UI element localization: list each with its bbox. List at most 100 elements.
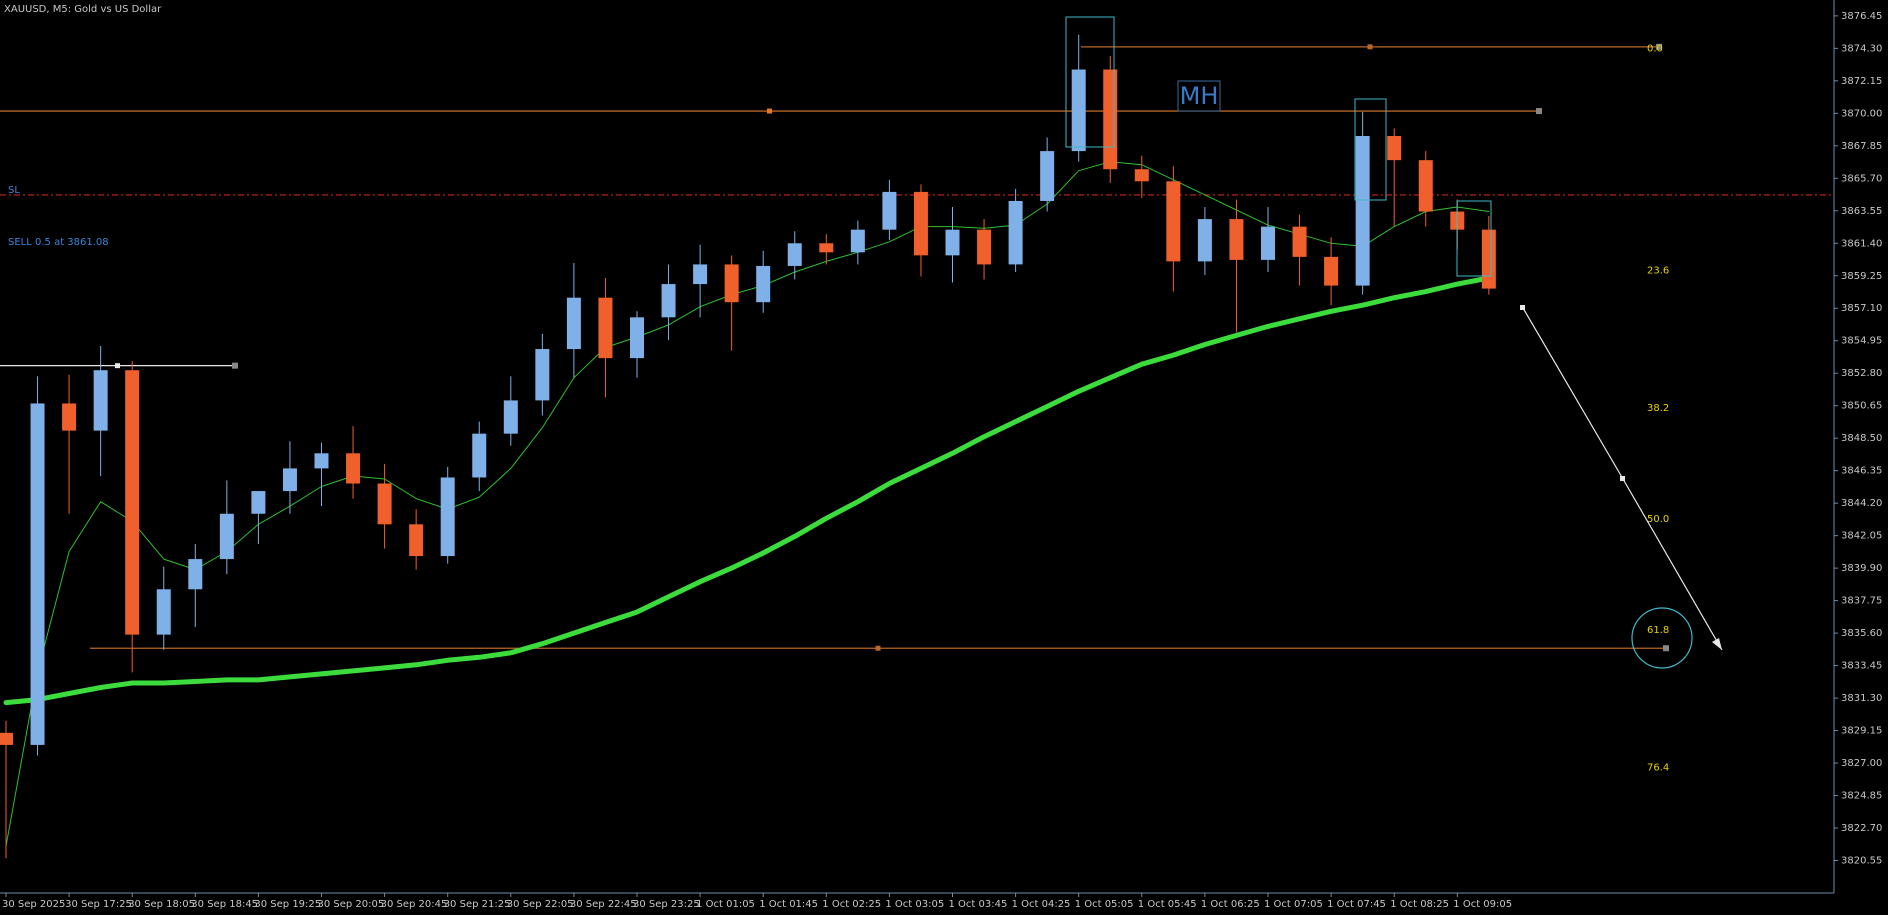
y-tick-label: 3835.60 — [1841, 628, 1882, 639]
x-tick-label: 30 Sep 18:45 — [191, 899, 258, 910]
level-handle — [232, 362, 238, 369]
level-handle — [875, 645, 881, 651]
pattern-box — [1354, 98, 1387, 201]
y-tick-label: 3848.50 — [1841, 433, 1882, 444]
y-tick-label: 3874.30 — [1841, 43, 1882, 54]
x-tick-label: 1 Oct 02:25 — [822, 899, 881, 910]
candle-body — [440, 477, 455, 557]
y-tick-label: 3837.75 — [1841, 596, 1882, 607]
x-tick-label: 1 Oct 03:05 — [885, 899, 944, 910]
pattern-box — [1456, 200, 1492, 277]
candle-body — [756, 265, 771, 303]
y-tick-label: 3863.55 — [1841, 206, 1882, 217]
x-tick-label: 1 Oct 04:25 — [1012, 899, 1071, 910]
level-handle — [1536, 108, 1542, 115]
y-tick-label: 3865.70 — [1841, 173, 1882, 184]
y-tick-label: 3844.20 — [1841, 498, 1882, 509]
x-tick-label: 1 Oct 01:05 — [696, 899, 755, 910]
level-handle — [1367, 44, 1373, 50]
y-tick-label: 3827.00 — [1841, 758, 1882, 769]
y-tick-label: 3842.05 — [1841, 531, 1882, 542]
x-tick-label: 1 Oct 07:05 — [1264, 899, 1323, 910]
y-tick-label: 3872.15 — [1841, 76, 1882, 87]
label-box — [1177, 80, 1221, 112]
arrow-handle — [1520, 305, 1525, 310]
x-tick-label: 30 Sep 21:25 — [444, 899, 511, 910]
y-tick-label: 3850.65 — [1841, 401, 1882, 412]
y-tick-label: 3854.95 — [1841, 336, 1882, 347]
y-tick-label: 3846.35 — [1841, 466, 1882, 477]
candle-body — [850, 229, 865, 253]
candle-body — [598, 297, 613, 359]
sl-label: SL — [8, 185, 20, 196]
fib-label: 0.0 — [1647, 43, 1663, 54]
fib-label: 76.4 — [1647, 763, 1669, 774]
x-tick-label: 30 Sep 22:45 — [570, 899, 637, 910]
fib-label: 61.8 — [1647, 625, 1669, 636]
candle-body — [314, 453, 329, 469]
candle-body — [945, 229, 960, 256]
candle-body — [1418, 160, 1433, 212]
candle-body — [1071, 69, 1086, 152]
candle-body — [913, 191, 928, 256]
candle-body — [1197, 219, 1212, 262]
y-tick-label: 3833.45 — [1841, 661, 1882, 672]
candle-body — [724, 264, 739, 303]
x-tick-label: 30 Sep 20:45 — [381, 899, 448, 910]
candle-body — [882, 191, 897, 230]
x-tick-label: 1 Oct 06:25 — [1201, 899, 1260, 910]
candle-body — [693, 264, 708, 285]
candle-body — [630, 317, 644, 359]
y-tick-label: 3831.30 — [1841, 693, 1882, 704]
arrow-handle — [1620, 476, 1625, 481]
level-handle — [1663, 645, 1669, 652]
candle-body — [535, 349, 550, 401]
order-label: SELL 0.5 at 3861.08 — [8, 237, 109, 248]
target-circle — [1631, 607, 1693, 669]
candle-body — [787, 243, 802, 266]
x-tick-label: 30 Sep 22:05 — [507, 899, 574, 910]
candle-body — [30, 403, 45, 745]
y-tick-label: 3867.85 — [1841, 141, 1882, 152]
candle-body — [93, 370, 108, 431]
candle-body — [1261, 226, 1275, 260]
candle-body — [1008, 200, 1023, 265]
x-tick-label: 30 Sep 20:05 — [318, 899, 385, 910]
x-tick-label: 1 Oct 09:05 — [1453, 899, 1512, 910]
y-tick-label: 3859.25 — [1841, 271, 1882, 282]
candle-body — [472, 433, 487, 478]
fib-label: 50.0 — [1647, 514, 1669, 525]
y-tick-label: 3861.40 — [1841, 238, 1882, 249]
candle-body — [1040, 151, 1055, 201]
y-tick-label: 3820.55 — [1841, 856, 1882, 867]
moving-average — [3, 275, 1492, 706]
candle-body — [1387, 135, 1402, 161]
candle-body — [62, 403, 77, 431]
x-tick-label: 1 Oct 01:45 — [759, 899, 818, 910]
candle-body — [977, 229, 992, 265]
y-tick-label: 3839.90 — [1841, 563, 1882, 574]
level-handle — [767, 108, 772, 114]
y-tick-label: 3822.70 — [1841, 823, 1882, 834]
fib-label: 23.6 — [1647, 266, 1669, 277]
candle-body — [188, 559, 203, 590]
candle-body — [503, 400, 518, 434]
pattern-box — [1065, 16, 1115, 148]
candle-body — [1292, 226, 1307, 257]
chart-title: XAUUSD, M5: Gold vs US Dollar — [4, 4, 162, 15]
x-tick-label: 30 Sep 17:25 — [65, 899, 132, 910]
candle-body — [282, 468, 297, 492]
x-tick-label: 30 Sep 19:25 — [254, 899, 321, 910]
candle-body — [1103, 69, 1118, 170]
moving-average — [5, 161, 1490, 847]
plot-layer: 3876.45 3874.30 3872.15 3870.00 3867.85 3865.… — [0, 11, 1882, 910]
y-tick-label: 3824.85 — [1841, 791, 1882, 802]
candle-body — [377, 483, 392, 525]
x-tick-label: 1 Oct 05:45 — [1138, 899, 1197, 910]
candle-body — [1166, 181, 1181, 262]
y-tick-label: 3876.45 — [1841, 11, 1882, 22]
arrow-head — [1712, 638, 1722, 650]
candle-body — [125, 370, 140, 635]
candle-body — [251, 491, 266, 514]
